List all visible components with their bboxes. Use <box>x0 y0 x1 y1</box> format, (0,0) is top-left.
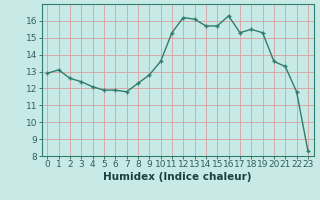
X-axis label: Humidex (Indice chaleur): Humidex (Indice chaleur) <box>103 172 252 182</box>
